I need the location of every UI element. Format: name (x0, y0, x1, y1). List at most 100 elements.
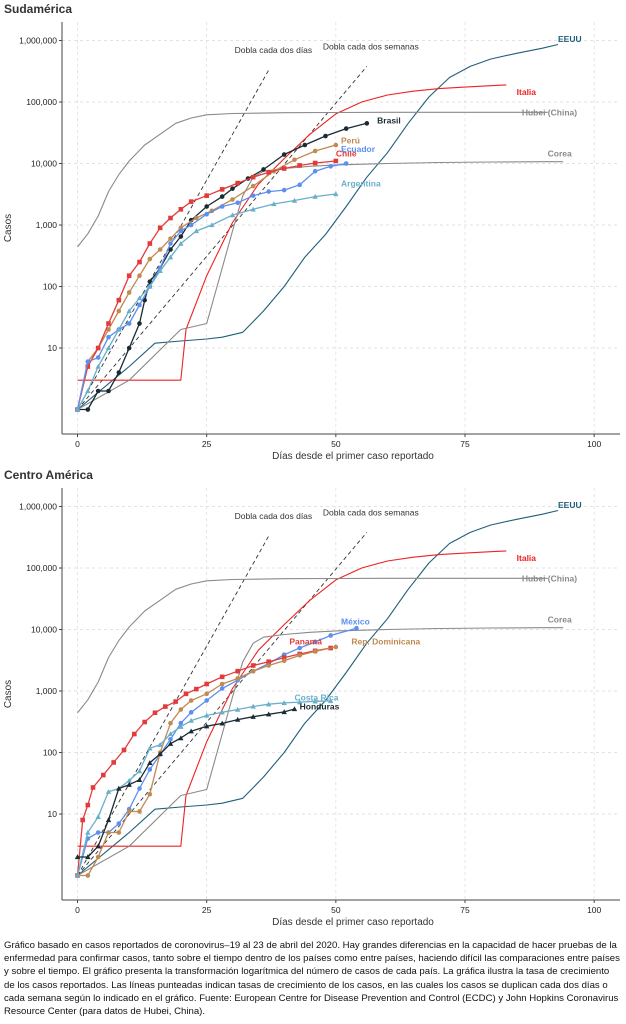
data-point (219, 720, 225, 726)
reference-line-dobla-cada-dos-dias (77, 69, 270, 410)
data-point (250, 668, 256, 674)
data-point (116, 308, 122, 314)
data-point (168, 236, 173, 241)
x-tick-label: 25 (202, 439, 212, 449)
data-point (281, 658, 287, 664)
data-point (261, 167, 266, 172)
data-point (126, 321, 132, 326)
data-point (137, 259, 142, 265)
data-point (111, 760, 116, 765)
data-point (178, 720, 184, 726)
data-point (297, 653, 302, 658)
data-point (157, 247, 163, 252)
data-point (333, 142, 339, 148)
data-point (80, 817, 85, 823)
data-point (343, 161, 349, 166)
series-line (76, 162, 347, 410)
grid (62, 488, 620, 900)
reference-line-label: Dobla cada dos días (235, 45, 313, 55)
chart-title: Centro América (4, 468, 93, 482)
data-point (85, 364, 91, 369)
series-label: EEUU (558, 34, 582, 44)
data-point (137, 786, 142, 791)
data-point (178, 228, 184, 234)
data-point (281, 166, 287, 171)
data-point (137, 809, 142, 814)
data-point (204, 691, 209, 697)
data-point (204, 681, 209, 687)
data-point (250, 174, 256, 180)
series-label: Chile (336, 149, 357, 159)
series-eeuu: EEUU (77, 500, 582, 876)
series-label: Panamá (289, 637, 322, 647)
data-point (297, 645, 302, 651)
data-point (219, 674, 225, 680)
data-point (333, 644, 339, 650)
series-label: Honduras (300, 702, 340, 712)
data-point (136, 295, 143, 301)
data-point (250, 206, 256, 212)
data-point (163, 704, 168, 709)
data-point (219, 709, 225, 715)
data-point (178, 735, 184, 741)
data-point (167, 731, 174, 737)
data-point (168, 241, 173, 246)
data-point (147, 256, 153, 262)
data-point (271, 201, 277, 207)
data-point (328, 633, 333, 638)
data-point (281, 700, 287, 706)
data-point (194, 215, 199, 221)
data-point (152, 710, 158, 716)
series-line (77, 577, 548, 714)
data-point (250, 193, 256, 198)
data-point (178, 240, 184, 246)
data-point (230, 186, 235, 191)
data-point (95, 814, 101, 819)
series-line (76, 627, 357, 876)
data-point (229, 212, 236, 218)
data-point (85, 873, 91, 878)
data-point (203, 723, 210, 729)
data-point (312, 193, 318, 199)
data-point (74, 872, 81, 878)
data-point (178, 707, 184, 712)
data-point (312, 148, 318, 154)
series-line (77, 509, 559, 876)
data-point (312, 639, 318, 645)
x-tick-label: 25 (202, 905, 212, 915)
data-point (333, 158, 339, 164)
data-point (194, 686, 199, 692)
y-tick-label: 10 (48, 343, 58, 353)
data-point (204, 211, 209, 217)
data-point (147, 767, 153, 772)
data-point (137, 273, 142, 278)
y-tick-label: 100,000 (26, 563, 57, 573)
data-point (219, 187, 225, 192)
data-point (126, 273, 132, 278)
data-point (126, 345, 132, 351)
data-point (203, 712, 210, 718)
series-line (77, 111, 548, 248)
data-point (178, 723, 184, 729)
series-argentina: Argentina (74, 179, 381, 412)
data-point (265, 711, 272, 717)
data-point (147, 279, 153, 284)
data-point (302, 142, 308, 148)
data-point (147, 791, 153, 797)
data-point (168, 720, 173, 726)
data-point (137, 302, 142, 308)
y-tick-label: 10 (48, 809, 58, 819)
series-line (77, 550, 507, 847)
series-hubei-china: Hubei (China) (77, 108, 577, 248)
data-point (95, 843, 101, 849)
data-point (235, 676, 240, 681)
data-point (116, 297, 122, 303)
series-label: Hubei (China) (522, 574, 577, 584)
x-tick-label: 75 (460, 439, 470, 449)
x-tick-label: 100 (587, 439, 601, 449)
data-point (106, 327, 111, 332)
data-point (234, 706, 241, 712)
x-axis-label: Días desde el primer caso reportado (272, 917, 434, 928)
data-point (85, 388, 91, 394)
y-tick-label: 100 (43, 748, 57, 758)
